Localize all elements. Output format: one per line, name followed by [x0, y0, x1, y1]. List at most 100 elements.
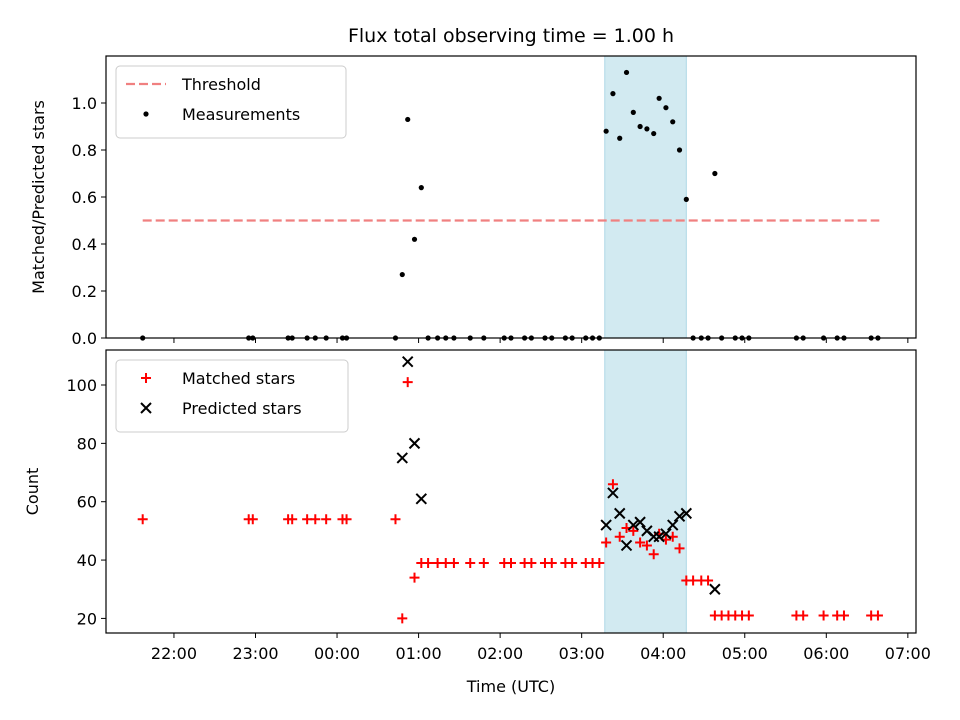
y-tick-label: 0.0: [72, 329, 97, 348]
y-tick-label: 1.0: [72, 94, 97, 113]
legend-marker: [143, 111, 149, 117]
data-point: [411, 236, 418, 242]
x-tick-label: 03:00: [559, 644, 605, 663]
data-point: [567, 557, 578, 568]
data-point: [663, 105, 669, 111]
y-tick-label: 0.2: [72, 282, 97, 301]
data-point: [341, 514, 352, 525]
data-point: [712, 170, 718, 177]
data-point: [402, 355, 414, 368]
data-point: [667, 519, 679, 531]
data-point: [743, 610, 754, 621]
x-tick-label: 04:00: [640, 644, 686, 663]
highlight-span: [604, 349, 687, 634]
y-tick-label: 0.4: [72, 235, 97, 254]
data-point: [620, 539, 633, 552]
legend-marker: [141, 373, 151, 383]
data-point: [137, 514, 148, 525]
x-tick-label: 01:00: [396, 644, 442, 663]
data-point: [656, 95, 662, 101]
data-point: [680, 507, 693, 520]
series-matched-stars: [137, 377, 883, 624]
y-tick-label: 40: [77, 551, 97, 570]
data-point: [287, 514, 298, 525]
legend-label: Threshold: [181, 75, 261, 94]
data-point: [600, 519, 612, 531]
y-tick-label: 20: [77, 609, 97, 628]
data-point: [653, 531, 665, 543]
data-point: [634, 516, 646, 528]
data-point: [709, 583, 721, 595]
highlight-span: [604, 55, 687, 339]
data-point: [614, 507, 626, 520]
data-point: [247, 514, 258, 525]
data-point: [423, 557, 434, 568]
data-point: [838, 610, 849, 621]
legend-label: Measurements: [182, 105, 300, 124]
data-point: [465, 557, 476, 568]
data-point: [402, 377, 413, 388]
panel-count: 20 40 60 80 100 22:00 23:00 00:00 01:00 02:00 03:0…: [23, 349, 931, 663]
data-point: [607, 479, 618, 490]
data-point: [310, 514, 321, 525]
data-point: [617, 135, 623, 141]
x-axis-label: Time (UTC): [466, 677, 555, 696]
data-point: [506, 557, 516, 568]
legend-box: [115, 359, 349, 433]
legend-label: Matched stars: [182, 369, 295, 388]
series-predicted-stars: [396, 355, 721, 595]
x-tick-label: 07:00: [885, 644, 931, 663]
data-point: [703, 575, 714, 586]
data-point: [409, 572, 420, 583]
data-point: [607, 487, 619, 499]
data-point: [390, 514, 401, 525]
data-point: [872, 610, 883, 621]
data-point: [628, 525, 639, 536]
x-tick-label: 00:00: [314, 644, 360, 663]
legend: Threshold Measurements: [115, 65, 347, 139]
data-point: [321, 514, 332, 525]
data-point: [670, 119, 676, 125]
data-point: [635, 537, 646, 548]
y-axis-label: Matched/Predicted stars: [29, 100, 48, 294]
data-point: [660, 528, 672, 540]
x-tick-label: 05:00: [722, 644, 768, 663]
plot-frame: [105, 349, 917, 634]
panel-ratio: 0.0 0.2 0.4 0.6 0.8 1.0 Matched/Predicted star…: [29, 55, 917, 348]
data-point: [676, 147, 683, 153]
data-point: [610, 91, 616, 97]
y-axis-label: Count: [23, 468, 42, 516]
y-tick-label: 0.6: [72, 188, 97, 207]
data-point: [674, 543, 685, 554]
data-point: [651, 130, 657, 137]
data-point: [448, 557, 459, 568]
data-point: [641, 540, 652, 551]
data-point: [673, 510, 686, 523]
data-point: [798, 610, 809, 621]
data-point: [683, 196, 689, 202]
legend-label: Predicted stars: [182, 399, 302, 418]
data-point: [418, 185, 424, 191]
data-point: [603, 128, 609, 134]
data-point: [408, 437, 421, 450]
data-point: [415, 493, 428, 505]
x-tick-label: 22:00: [151, 644, 197, 663]
data-point: [644, 126, 650, 132]
data-point: [637, 123, 643, 130]
data-point: [648, 549, 659, 560]
y-tick-label: 100: [66, 376, 97, 395]
data-point: [623, 69, 630, 76]
data-point: [397, 613, 408, 624]
data-point: [478, 557, 489, 568]
data-point: [546, 557, 557, 568]
x-tick-label: 02:00: [477, 644, 523, 663]
legend-marker: [140, 402, 152, 414]
data-point: [601, 537, 612, 548]
legend: Matched stars Predicted stars: [115, 359, 349, 433]
legend-box: [115, 65, 347, 139]
y-tick-label: 60: [77, 493, 97, 512]
data-point: [627, 519, 640, 531]
data-point: [818, 610, 829, 621]
data-point: [526, 557, 537, 568]
